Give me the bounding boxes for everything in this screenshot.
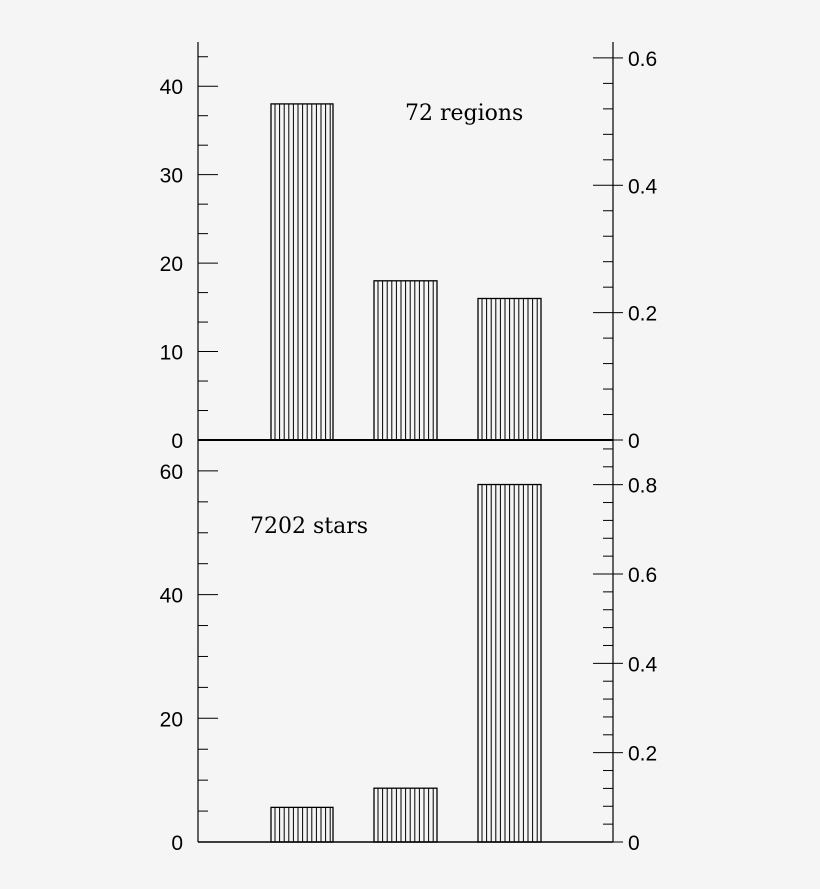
bottom-panel: 0 20 40 60 0 0.2 0.4 0.6 0.8 7202 stars (160, 439, 658, 855)
right-tick-label: 0.4 (628, 653, 658, 676)
left-tick-label: 60 (160, 461, 183, 484)
bar (477, 297, 542, 441)
right-tick-label: 0.2 (628, 303, 657, 326)
right-tick-label: 0 (628, 430, 640, 453)
bar-outline (270, 806, 334, 843)
panel-annotation: 7202 stars (250, 514, 368, 539)
left-tick-label: 20 (160, 708, 183, 731)
right-tick-label: 0.6 (628, 564, 657, 587)
left-tick-label: 20 (160, 253, 183, 276)
left-tick-label: 30 (160, 165, 183, 188)
right-tick-label: 0.8 (628, 475, 657, 498)
left-tick-label: 40 (160, 76, 183, 99)
left-tick-label: 40 (160, 585, 183, 608)
bar (373, 280, 438, 441)
left-tick-label: 0 (171, 430, 183, 453)
bar (270, 806, 334, 843)
right-tick-label: 0 (628, 832, 640, 855)
bar-outline (373, 787, 438, 843)
top-panel: 0 10 20 30 40 0 0.2 0.4 0.6 72 regions (160, 42, 658, 453)
left-tick-label: 10 (160, 342, 183, 365)
bar-outline (373, 280, 438, 441)
right-tick-label: 0.2 (628, 743, 657, 766)
bar (477, 483, 542, 843)
panel-annotation: 72 regions (405, 101, 523, 126)
right-tick-label: 0.6 (628, 48, 657, 71)
bar-outline (477, 297, 542, 441)
bar-outline (477, 483, 542, 843)
bar (270, 103, 334, 441)
bar (373, 787, 438, 843)
bar-outline (270, 103, 334, 441)
left-tick-label: 0 (171, 832, 183, 855)
right-tick-label: 0.4 (628, 175, 658, 198)
